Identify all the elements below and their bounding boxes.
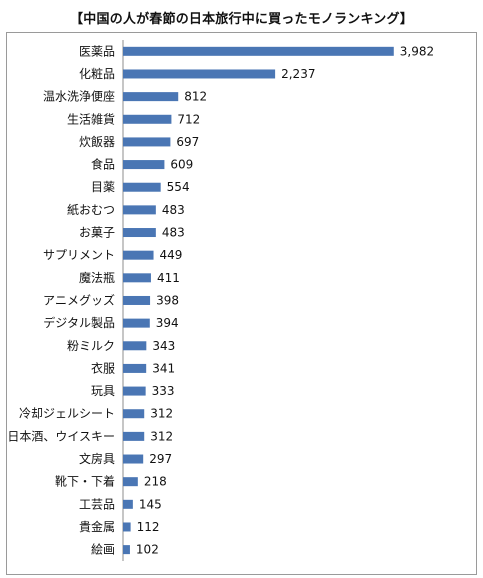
value-label: 343	[152, 339, 175, 353]
value-label: 697	[176, 135, 199, 149]
category-label: 靴下・下着	[55, 474, 115, 489]
chart-title: 【中国の人が春節の日本旅行中に買ったモノランキング】	[70, 12, 413, 27]
category-label: 日本酒、ウイスキー	[7, 429, 115, 443]
category-label: 玩具	[91, 384, 115, 398]
bar	[123, 114, 172, 124]
bar	[123, 46, 394, 56]
value-label: 112	[137, 520, 160, 534]
chart-frame	[6, 32, 477, 575]
bar	[123, 69, 276, 79]
value-label: 145	[139, 497, 162, 511]
category-label: 食品	[91, 157, 115, 172]
category-label: サプリメント	[43, 248, 115, 262]
category-label: 生活雑貨	[67, 111, 115, 126]
value-label: 3,982	[400, 44, 434, 58]
value-label: 449	[160, 248, 183, 262]
bar	[123, 228, 156, 238]
category-label: 粉ミルク	[67, 339, 115, 353]
bar	[123, 386, 146, 396]
value-label: 102	[136, 543, 159, 557]
value-label: 812	[184, 90, 207, 104]
bar	[123, 160, 165, 170]
category-label: 紙おむつ	[67, 202, 115, 217]
value-label: 312	[150, 407, 173, 421]
bar	[123, 92, 179, 102]
value-label: 554	[167, 180, 190, 194]
bars-group	[123, 46, 394, 555]
bar	[123, 205, 156, 215]
category-label: 医薬品	[79, 44, 115, 58]
category-label: 冷却ジェルシート	[19, 407, 115, 421]
value-label: 297	[149, 452, 172, 466]
bar	[123, 477, 138, 487]
category-label: 工芸品	[79, 497, 115, 511]
category-label: 魔法瓶	[79, 270, 115, 285]
category-label: 化粧品	[79, 67, 115, 81]
category-label: 文房具	[79, 451, 115, 466]
bar	[123, 295, 151, 305]
value-label: 398	[156, 293, 179, 307]
category-label: お菓子	[79, 226, 115, 240]
value-label: 2,237	[281, 67, 315, 81]
value-label: 341	[152, 361, 175, 375]
value-label: 712	[177, 112, 200, 126]
value-label: 609	[170, 158, 193, 172]
value-label: 411	[157, 271, 180, 285]
category-label: デジタル製品	[43, 315, 115, 330]
bar	[123, 545, 130, 555]
value-label: 312	[150, 429, 173, 443]
category-label: 炊飯器	[79, 134, 115, 149]
category-label: 絵画	[91, 542, 115, 557]
category-label: 衣服	[91, 360, 115, 375]
bar	[123, 454, 144, 464]
bar	[123, 499, 133, 509]
value-labels-group: 3,982 2,237 812 712 697 609 554 483 483 449 411 398…	[136, 44, 434, 556]
value-label: 333	[152, 384, 175, 398]
bar	[123, 250, 154, 260]
bar	[123, 273, 151, 283]
bar	[123, 522, 131, 532]
value-label: 218	[144, 475, 167, 489]
bar	[123, 137, 171, 147]
bar	[123, 182, 161, 192]
bar	[123, 363, 147, 373]
bar	[123, 318, 150, 328]
bar	[123, 341, 147, 351]
bar	[123, 431, 145, 441]
category-labels-group: 医薬品化粧品温水洗浄便座生活雑貨炊飯器食品目薬紙おむつお菓子サプリメント魔法瓶ア…	[7, 44, 115, 556]
category-label: 温水洗浄便座	[43, 89, 115, 104]
bar	[123, 409, 145, 419]
value-label: 483	[162, 226, 185, 240]
category-label: 目薬	[91, 180, 115, 194]
category-label: アニメグッズ	[43, 292, 115, 307]
category-label: 貴金属	[79, 519, 115, 534]
value-label: 483	[162, 203, 185, 217]
value-label: 394	[156, 316, 179, 330]
